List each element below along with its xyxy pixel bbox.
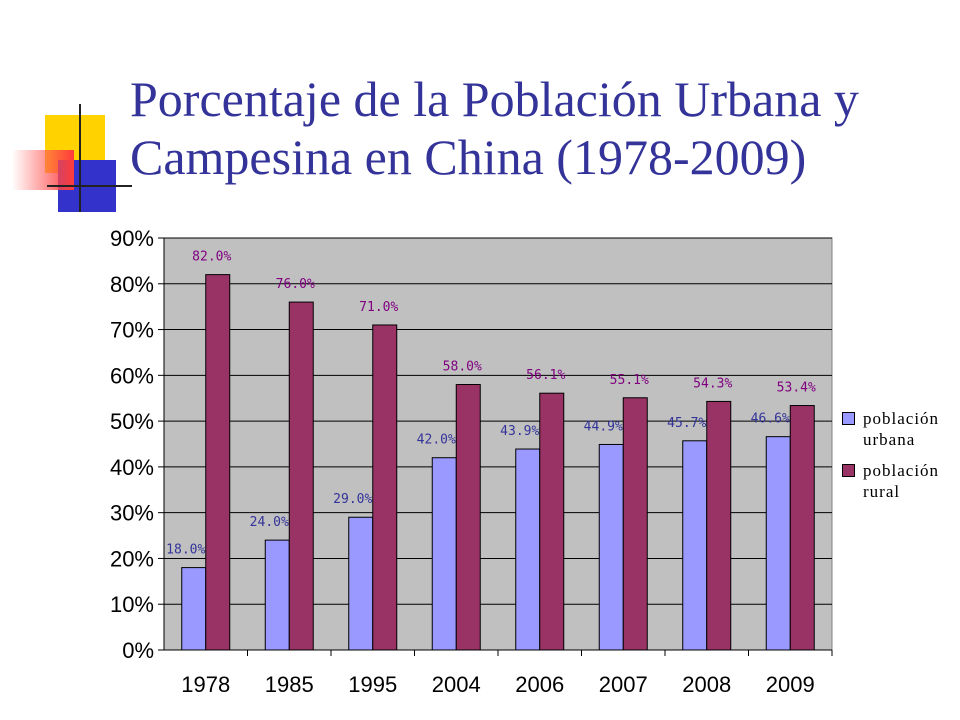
bar-urbana bbox=[348, 516, 374, 651]
y-tick-label: 20% bbox=[110, 546, 154, 571]
bar-urbana bbox=[181, 567, 207, 651]
x-tick-label: 1985 bbox=[265, 672, 314, 697]
bar-urbana bbox=[515, 448, 541, 651]
data-label-urbana: 43.9% bbox=[500, 424, 539, 439]
y-tick-label: 70% bbox=[110, 318, 154, 343]
x-tick-label: 1978 bbox=[181, 672, 230, 697]
data-label-rural: 53.4% bbox=[777, 381, 816, 396]
legend-item-rural: población rural bbox=[842, 460, 948, 502]
x-tick-label: 2004 bbox=[432, 672, 481, 697]
legend-swatch-rural bbox=[842, 464, 855, 477]
bar-rural bbox=[455, 383, 481, 651]
y-tick-label: 10% bbox=[110, 592, 154, 617]
data-label-urbana: 42.0% bbox=[417, 433, 456, 448]
legend-label-urbana: población urbana bbox=[863, 409, 940, 449]
legend-item-urbana: población urbana bbox=[842, 408, 948, 450]
bar-urbana bbox=[264, 539, 290, 651]
data-label-urbana: 29.0% bbox=[333, 492, 372, 507]
y-tick-label: 0% bbox=[122, 638, 154, 663]
bar-rural bbox=[706, 400, 732, 651]
data-label-urbana: 44.9% bbox=[584, 419, 623, 434]
legend-swatch-urbana bbox=[842, 412, 855, 425]
legend-label-rural: población rural bbox=[863, 461, 940, 501]
data-label-rural: 82.0% bbox=[192, 250, 231, 265]
bar-rural bbox=[789, 405, 815, 651]
y-tick-label: 80% bbox=[110, 272, 154, 297]
bar-urbana bbox=[765, 436, 791, 651]
y-tick-label: 60% bbox=[110, 363, 154, 388]
data-label-rural: 58.0% bbox=[443, 359, 482, 374]
data-label-urbana: 18.0% bbox=[166, 543, 205, 558]
y-tick-label: 50% bbox=[110, 409, 154, 434]
bar-rural bbox=[288, 301, 314, 651]
bar-urbana bbox=[682, 440, 708, 651]
bar-urbana bbox=[431, 457, 457, 651]
data-label-rural: 55.1% bbox=[610, 373, 649, 388]
x-tick-label: 2009 bbox=[766, 672, 815, 697]
data-label-rural: 54.3% bbox=[693, 376, 732, 391]
data-label-rural: 76.0% bbox=[276, 277, 315, 292]
data-label-rural: 71.0% bbox=[359, 300, 398, 315]
bar-rural bbox=[539, 392, 565, 651]
data-label-rural: 56.1% bbox=[526, 368, 565, 383]
data-label-urbana: 24.0% bbox=[250, 515, 289, 530]
bar-rural bbox=[372, 324, 398, 651]
decoration-horizontal-line bbox=[47, 185, 132, 187]
x-tick-label: 2008 bbox=[682, 672, 731, 697]
y-tick-label: 40% bbox=[110, 455, 154, 480]
bar-rural bbox=[622, 397, 648, 651]
decoration-vertical-line bbox=[79, 104, 81, 212]
plot-area bbox=[163, 237, 833, 651]
x-tick-label: 2006 bbox=[515, 672, 564, 697]
y-tick-label: 30% bbox=[110, 501, 154, 526]
x-tick-label: 1995 bbox=[348, 672, 397, 697]
slide-title: Porcentaje de la Población Urbana y Camp… bbox=[130, 71, 859, 185]
data-label-urbana: 45.7% bbox=[667, 416, 706, 431]
chart-legend: población urbana población rural bbox=[842, 408, 948, 512]
y-tick-label: 90% bbox=[110, 226, 154, 251]
decoration-red-square bbox=[12, 150, 74, 190]
x-tick-label: 2007 bbox=[599, 672, 648, 697]
data-label-urbana: 46.6% bbox=[751, 412, 790, 427]
bar-rural bbox=[205, 274, 231, 651]
bar-urbana bbox=[598, 443, 624, 651]
